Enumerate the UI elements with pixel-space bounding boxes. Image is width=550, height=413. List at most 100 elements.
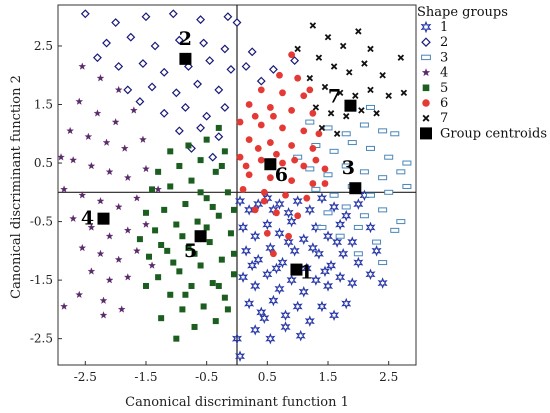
data-point-series-2 <box>102 38 111 48</box>
data-point-series-7 <box>294 45 301 53</box>
data-point-series-6 <box>288 177 296 185</box>
data-point-series-3 <box>311 186 321 192</box>
series-3 <box>293 104 412 266</box>
legend-label-6: 6 <box>440 96 448 111</box>
series-5 <box>136 124 237 342</box>
data-point-series-5 <box>221 294 228 301</box>
data-point-series-2 <box>202 111 212 121</box>
data-point-series-5 <box>146 253 153 260</box>
data-point-series-3 <box>341 163 351 169</box>
data-point-series-2 <box>241 62 251 71</box>
data-point-series-1 <box>274 283 285 295</box>
data-points <box>58 9 412 363</box>
data-point-series-1 <box>341 209 352 222</box>
data-point-series-4 <box>69 214 78 222</box>
data-point-series-7 <box>355 28 362 35</box>
data-point-series-3 <box>353 251 363 257</box>
data-point-series-1 <box>247 259 258 272</box>
data-point-series-1 <box>326 259 337 272</box>
y-tick-label: 2.5 <box>34 39 53 53</box>
data-point-series-2 <box>141 12 151 22</box>
data-point-series-3 <box>335 233 345 239</box>
data-point-series-2 <box>205 56 215 66</box>
data-point-series-5 <box>142 209 149 216</box>
data-point-series-2 <box>193 79 203 89</box>
data-point-series-7 <box>309 22 317 29</box>
data-point-series-1 <box>335 218 346 231</box>
data-point-series-6 <box>294 74 302 82</box>
data-point-series-7 <box>330 63 338 70</box>
data-point-series-5 <box>167 183 174 190</box>
centroid-label-5: 5 <box>184 240 197 262</box>
data-point-series-1 <box>289 245 300 257</box>
data-point-series-3 <box>365 192 375 198</box>
x-axis-ticks: -2.5 -1.5 -0.5 0.5 1.5 2.5 <box>74 361 398 384</box>
data-point-series-1 <box>353 198 364 210</box>
data-point-series-6 <box>257 86 265 94</box>
data-point-series-6 <box>312 156 320 164</box>
data-point-series-7 <box>312 104 320 111</box>
data-point-series-3 <box>323 125 333 131</box>
centroid-marker-3 <box>349 182 362 195</box>
centroid-label-4: 4 <box>81 208 94 230</box>
data-point-series-1 <box>353 256 364 269</box>
data-point-series-4 <box>69 156 77 164</box>
data-point-series-6 <box>266 174 274 182</box>
data-point-series-1 <box>238 271 249 283</box>
data-point-series-1 <box>301 262 312 275</box>
x-tick-label: 2.5 <box>379 370 398 384</box>
data-point-series-4 <box>84 132 93 140</box>
data-point-series-2 <box>226 64 236 74</box>
data-point-series-5 <box>158 242 165 248</box>
data-point-series-2 <box>220 44 230 54</box>
data-point-series-6 <box>285 232 292 240</box>
data-point-series-7 <box>324 33 332 41</box>
data-point-series-6 <box>270 250 277 258</box>
data-point-series-1 <box>371 245 382 257</box>
data-point-series-5 <box>203 195 210 202</box>
legend-title: Shape groups <box>417 5 508 20</box>
data-point-series-1 <box>286 274 297 286</box>
data-point-series-5 <box>185 244 192 251</box>
legend-marker-1 <box>420 20 432 34</box>
data-point-series-3 <box>329 148 339 154</box>
data-point-series-6 <box>321 165 329 173</box>
data-point-series-4 <box>78 191 87 199</box>
data-point-series-6 <box>309 109 317 117</box>
data-point-series-2 <box>138 59 148 68</box>
legend-label-5: 5 <box>440 81 448 96</box>
legend-marker-3 <box>421 54 431 61</box>
data-point-series-6 <box>251 112 259 120</box>
data-point-series-5 <box>173 335 180 342</box>
data-point-series-5 <box>176 268 183 275</box>
data-point-series-1 <box>280 321 291 333</box>
data-point-series-5 <box>221 148 228 155</box>
data-point-series-3 <box>323 172 333 178</box>
x-tick-label: -0.5 <box>195 370 218 384</box>
data-point-series-6 <box>245 136 253 144</box>
data-point-series-5 <box>136 236 143 243</box>
data-point-series-3 <box>305 166 315 172</box>
data-point-series-4 <box>99 296 108 304</box>
data-point-series-5 <box>149 186 156 193</box>
data-point-series-3 <box>378 207 388 213</box>
data-point-series-1 <box>277 256 288 269</box>
legend-marker-7 <box>422 114 430 122</box>
data-point-series-4 <box>105 276 114 284</box>
data-point-series-4 <box>87 223 96 231</box>
data-point-series-4 <box>75 97 84 105</box>
data-point-series-3 <box>396 219 406 225</box>
data-point-series-1 <box>268 294 279 307</box>
data-point-series-5 <box>215 282 222 289</box>
y-tick-label: 1.5 <box>34 98 53 112</box>
data-point-series-6 <box>276 71 283 79</box>
data-point-series-1 <box>235 195 246 207</box>
data-point-series-5 <box>215 124 222 131</box>
data-point-series-5 <box>218 162 225 169</box>
data-point-series-7 <box>333 130 341 138</box>
data-point-series-5 <box>142 282 149 289</box>
data-point-series-4 <box>99 311 108 319</box>
data-point-series-1 <box>329 309 340 322</box>
data-point-series-7 <box>367 45 374 53</box>
centroid-marker-6 <box>264 158 277 171</box>
